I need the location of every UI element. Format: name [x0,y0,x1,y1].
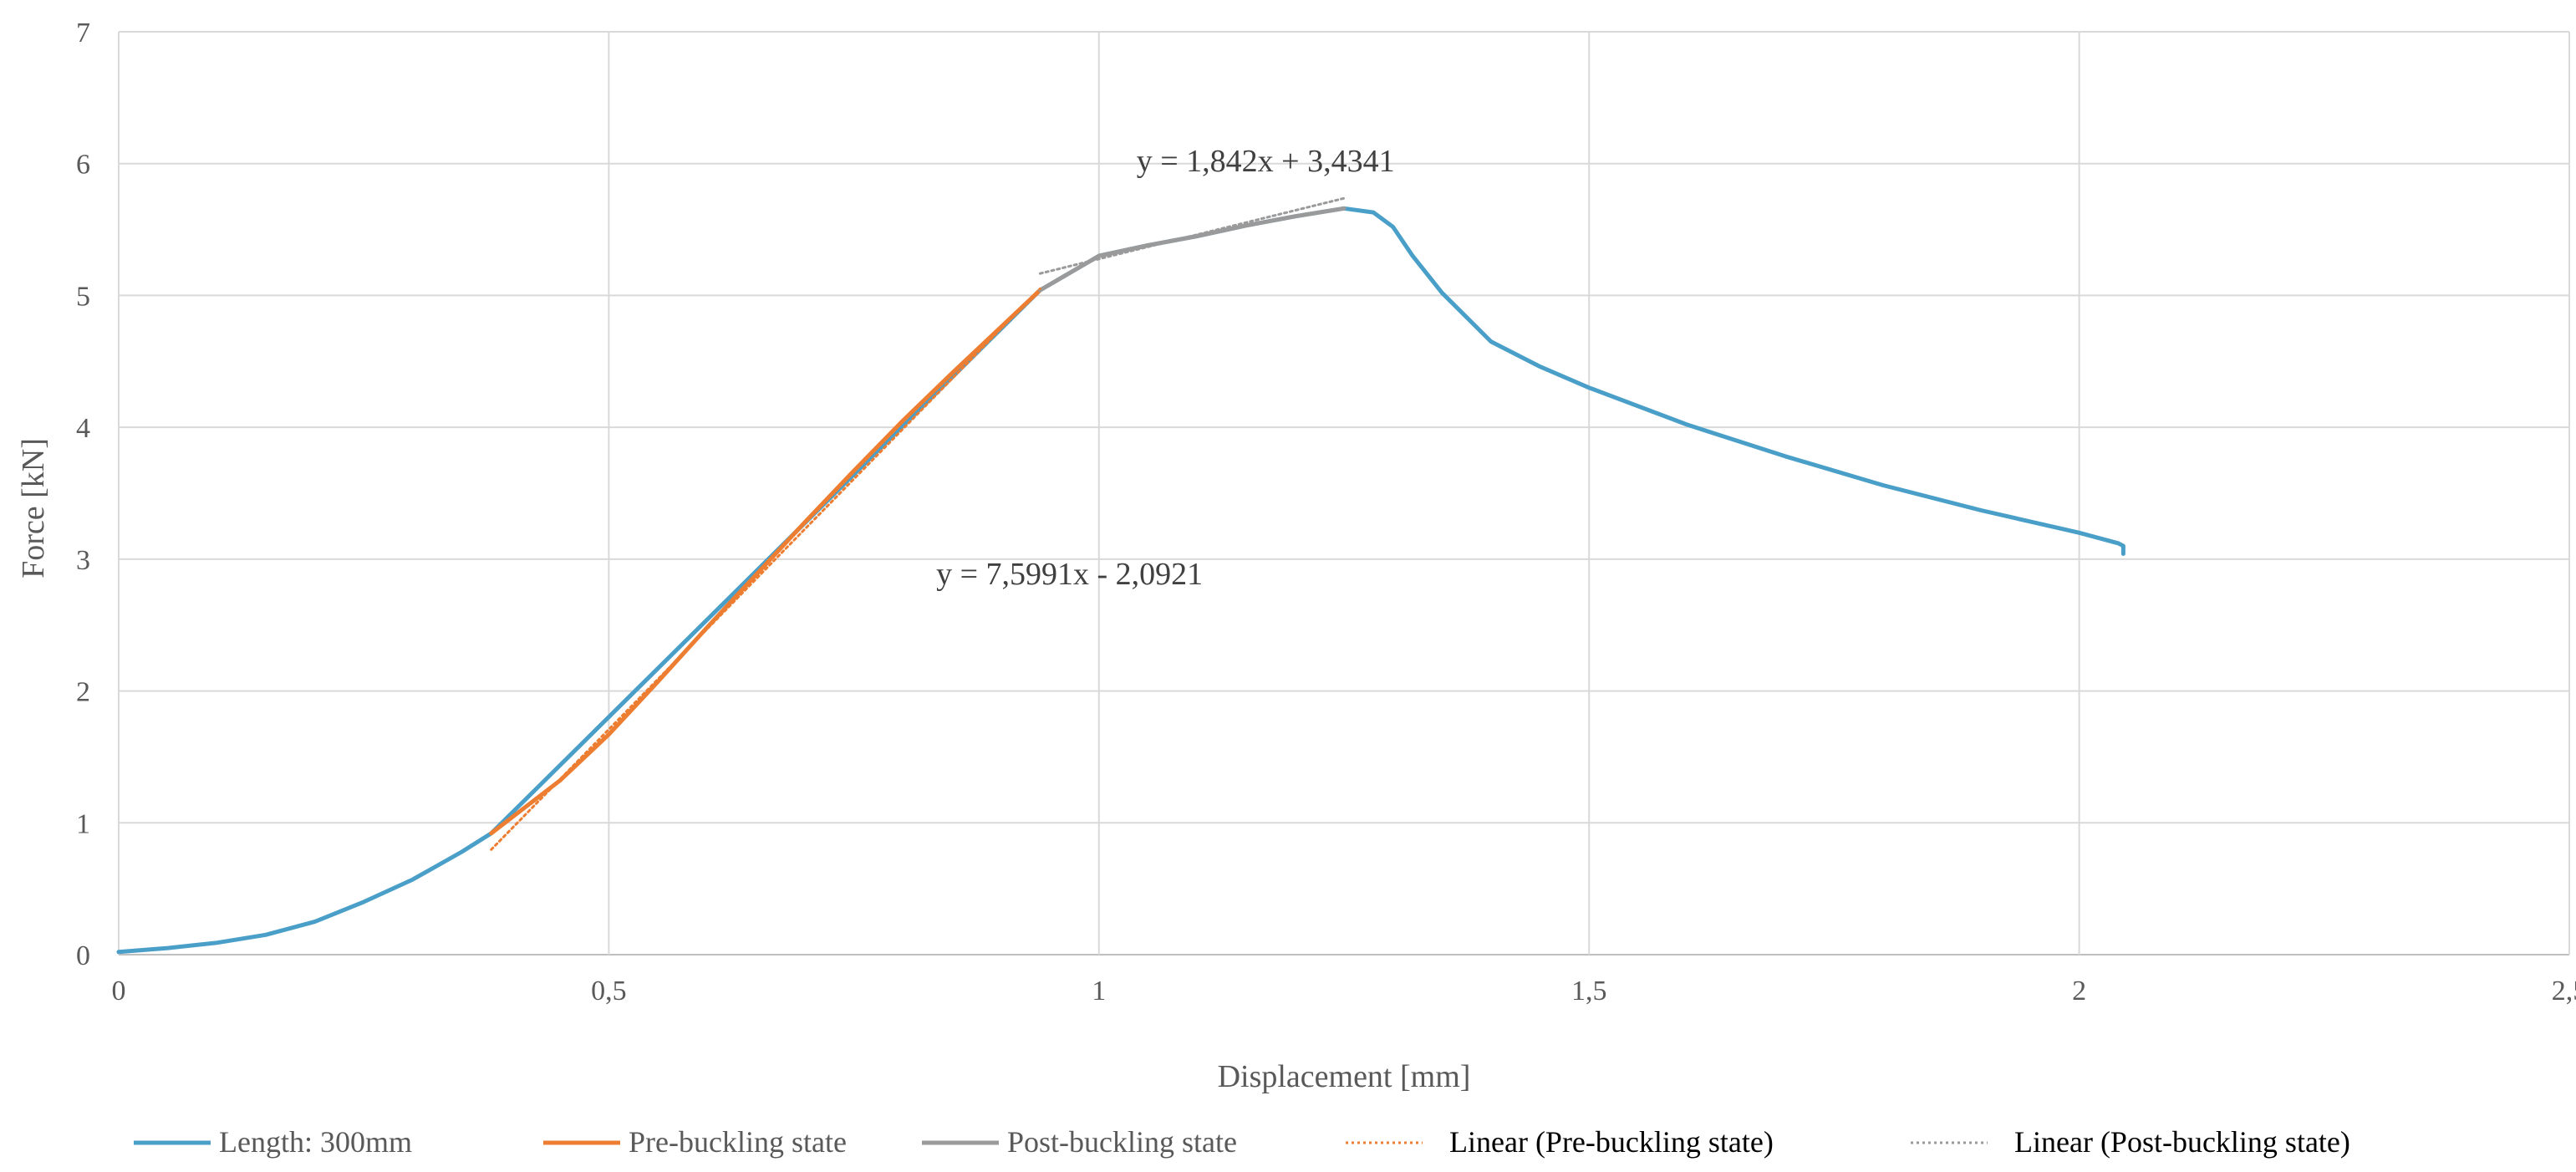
x-tick-label-2: 1 [1092,976,1106,1006]
legend-label-2: Post-buckling state [1007,1125,1237,1159]
y-tick-label-1: 1 [76,808,90,839]
grid [118,31,2570,955]
legend-label-1: Pre-buckling state [629,1125,847,1159]
y-axis-ticks: 0 1 2 3 4 5 6 7 [76,18,90,971]
x-tick-label-3: 1,5 [1571,976,1607,1006]
y-tick-label-6: 6 [76,150,90,181]
legend-label-4: Linear (Post-buckling state) [2014,1125,2350,1159]
y-axis-title: Force [kN] [16,438,51,578]
x-tick-label-5: 2,5 [2552,976,2576,1006]
y-tick-label-2: 2 [76,677,90,708]
x-axis-ticks: 0 0,5 1 1,5 2 2,5 [112,976,2576,1006]
legend-label-0: Length: 300mm [219,1125,412,1159]
x-tick-label-1: 0,5 [591,976,627,1006]
x-tick-label-0: 0 [112,976,126,1006]
trendline-equation-0: y = 1,842x + 3,4341 [1137,144,1395,179]
series-line-2 [1037,206,1347,293]
legend-label-3: Linear (Pre-buckling state) [1449,1125,1774,1159]
trendline-equation-1: y = 7,5991x - 2,0921 [936,557,1203,592]
y-tick-label-5: 5 [76,281,90,312]
x-tick-label-4: 2 [2072,976,2086,1006]
series-line-3 [490,287,1041,851]
y-tick-label-4: 4 [76,413,90,444]
y-tick-label-0: 0 [76,940,90,971]
y-tick-label-3: 3 [76,545,90,576]
trendline-equations: y = 1,842x + 3,4341 y = 7,5991x - 2,0921 [936,144,1395,592]
legend: Length: 300mm Pre-buckling state Post-buck… [134,1125,2350,1159]
x-axis-title: Displacement [mm] [1218,1059,1471,1094]
plot-series [116,196,2125,955]
series-line-1 [489,288,1042,836]
series-line-4 [1038,196,1346,275]
y-tick-label-7: 7 [76,18,90,48]
